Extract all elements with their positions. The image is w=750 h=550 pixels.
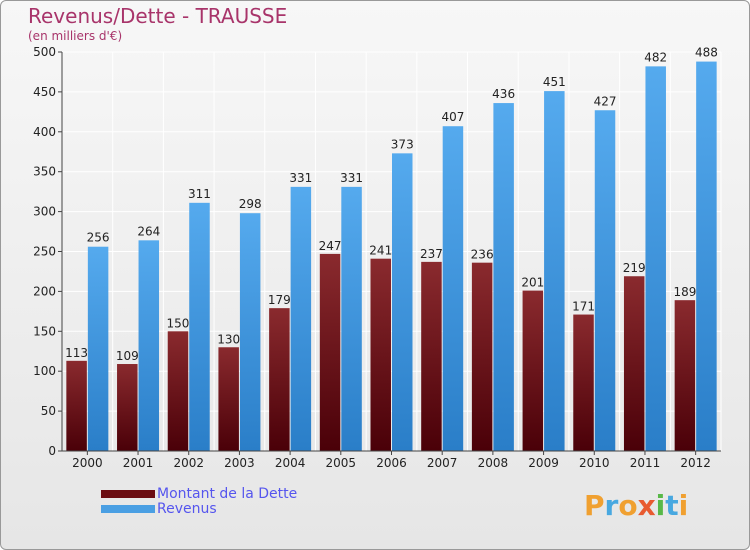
y-tick-label: 350: [33, 165, 56, 179]
data-label-revenue: 427: [594, 94, 617, 108]
data-label-debt: 130: [217, 332, 240, 346]
bar-revenue: [544, 91, 565, 452]
logo-letter: i: [678, 489, 689, 522]
data-label-revenue: 407: [441, 110, 464, 124]
bar-revenue: [645, 66, 666, 451]
x-tick-label: 2005: [326, 456, 357, 470]
data-label-debt: 171: [572, 300, 595, 314]
x-tick-label: 2001: [123, 456, 154, 470]
x-tick-label: 2011: [630, 456, 661, 470]
y-tick-label: 100: [33, 364, 56, 378]
data-label-debt: 236: [471, 248, 494, 262]
bar-revenue: [239, 213, 261, 451]
bar-debt: [674, 300, 696, 451]
data-label-revenue: 256: [87, 231, 110, 245]
data-label-revenue: 311: [188, 187, 211, 201]
data-label-debt: 150: [167, 316, 190, 330]
y-tick-label: 250: [33, 245, 56, 259]
data-label-debt: 189: [673, 285, 696, 299]
legend-label-debt: Montant de la Dette: [157, 486, 298, 502]
bar-debt: [623, 276, 645, 451]
label-layer: 113 256 109 264 150 311 130 298 179 331 247 331 241 3…: [65, 46, 718, 363]
data-label-debt: 241: [369, 244, 392, 258]
data-label-debt: 109: [116, 349, 139, 363]
bar-revenue: [290, 186, 312, 451]
x-tick-label: 2007: [427, 456, 458, 470]
logo-letter: t: [665, 489, 679, 522]
bar-revenue: [442, 126, 464, 452]
logo-letter: x: [637, 489, 656, 522]
legend-label-revenue: Revenus: [157, 501, 217, 517]
y-tick-label: 150: [33, 324, 56, 338]
data-label-revenue: 451: [543, 75, 566, 89]
bar-revenue: [341, 186, 362, 451]
logo-letter: r: [604, 489, 619, 522]
y-tick-label: 450: [33, 85, 56, 99]
bar-debt: [370, 258, 391, 451]
axis-layer: 0 50 100 150 200 250 300 350 400 450 500 2000 2001 20…: [33, 45, 721, 470]
y-tick-label: 300: [33, 205, 56, 219]
bar-debt: [218, 347, 239, 451]
x-tick-label: 2002: [173, 456, 204, 470]
logo-letter: o: [618, 489, 638, 522]
bar-revenue: [392, 153, 413, 451]
data-label-revenue: 331: [340, 171, 363, 185]
data-label-debt: 237: [420, 247, 443, 261]
y-tick-label: 400: [33, 125, 56, 139]
data-label-debt: 179: [268, 293, 291, 307]
bar-revenue: [138, 240, 160, 451]
bar-debt: [573, 314, 594, 451]
y-tick-label: 200: [33, 284, 56, 298]
bar-debt: [167, 331, 189, 451]
data-label-revenue: 436: [492, 87, 515, 101]
bar-debt: [269, 308, 290, 451]
x-tick-label: 2003: [224, 456, 255, 470]
data-label-revenue: 482: [644, 50, 667, 64]
x-tick-label: 2009: [528, 456, 559, 470]
data-label-debt: 247: [319, 239, 342, 253]
x-tick-label: 2008: [478, 456, 509, 470]
data-label-revenue: 298: [239, 197, 262, 211]
logo-letter: P: [584, 489, 605, 522]
bar-debt: [522, 290, 544, 451]
data-label-debt: 219: [623, 261, 646, 275]
data-label-revenue: 488: [695, 46, 718, 60]
legend-swatch-revenue: [101, 505, 155, 513]
bar-debt: [117, 364, 138, 451]
chart-title: Revenus/Dette - TRAUSSE: [28, 4, 288, 28]
logo-letter: i: [655, 489, 666, 522]
data-label-debt: 113: [65, 346, 88, 360]
bar-debt: [471, 262, 493, 451]
bar-revenue: [594, 110, 616, 451]
x-tick-label: 2004: [275, 456, 306, 470]
y-tick-label: 50: [41, 404, 56, 418]
x-tick-label: 2012: [680, 456, 711, 470]
bar-revenue: [696, 61, 717, 452]
bar-revenue: [493, 103, 514, 452]
x-tick-label: 2006: [376, 456, 407, 470]
bar-layer: [66, 61, 717, 452]
data-label-revenue: 264: [137, 224, 160, 238]
bar-revenue: [87, 246, 109, 451]
bar-revenue: [189, 202, 210, 451]
x-tick-label: 2010: [579, 456, 610, 470]
bar-debt: [66, 360, 87, 451]
y-tick-label: 500: [33, 45, 56, 59]
legend-swatch-debt: [101, 490, 155, 498]
bar-debt: [319, 253, 341, 451]
data-label-revenue: 373: [391, 137, 414, 151]
x-tick-label: 2000: [72, 456, 103, 470]
y-tick-label: 0: [48, 444, 56, 458]
bar-debt: [421, 261, 442, 451]
data-label-debt: 201: [521, 276, 544, 290]
chart-subtitle: (en milliers d'€): [28, 29, 123, 43]
proxiti-logo: Proxiti: [584, 489, 688, 522]
data-label-revenue: 331: [289, 171, 312, 185]
